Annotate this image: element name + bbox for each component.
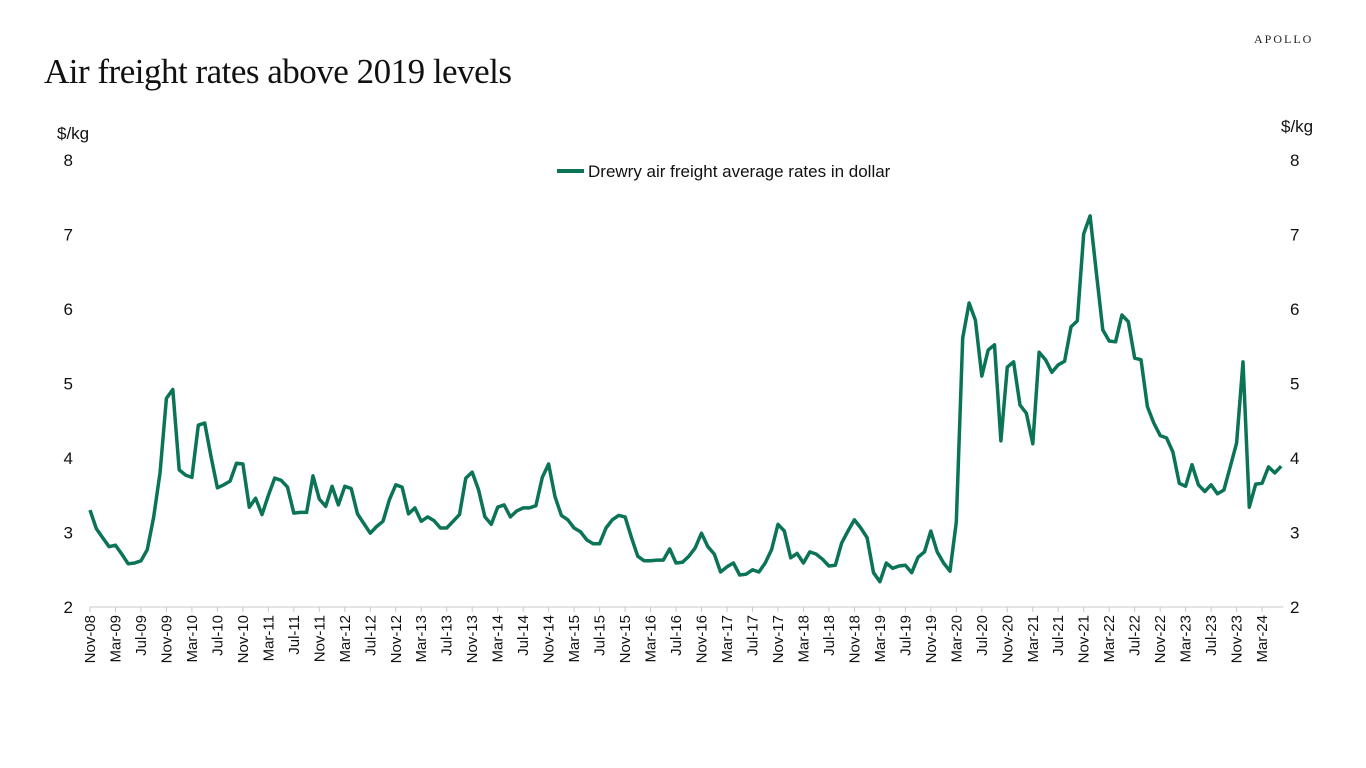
- x-tick-label: Mar-24: [1254, 615, 1271, 663]
- x-tick-label: Mar-23: [1178, 615, 1195, 663]
- x-tick-label: Nov-15: [617, 615, 634, 663]
- x-tick-label: Jul-11: [286, 615, 303, 655]
- x-tick-label: Nov-14: [541, 615, 558, 663]
- legend: Drewry air freight average rates in doll…: [557, 162, 891, 181]
- x-tick-label: Mar-21: [1025, 615, 1042, 663]
- x-tick-label: Mar-17: [719, 615, 736, 663]
- x-tick-label: Nov-09: [158, 615, 175, 663]
- x-tick-label: Nov-10: [235, 615, 252, 663]
- x-tick-label: Mar-19: [872, 615, 889, 663]
- x-tick-label: Nov-19: [923, 615, 940, 663]
- x-tick-label: Mar-09: [107, 615, 124, 663]
- x-tick-label: Mar-22: [1101, 615, 1118, 663]
- y-tick-label-right: 3: [1290, 524, 1299, 543]
- y-tick-label-left: 2: [64, 598, 73, 617]
- x-tick-label: Jul-13: [439, 615, 456, 656]
- y-tick-label-right: 6: [1290, 300, 1299, 319]
- y-tick-label-right: 2: [1290, 598, 1299, 617]
- y-tick-label-right: 7: [1290, 226, 1299, 245]
- x-tick-label: Jul-10: [209, 615, 226, 656]
- x-tick-label: Mar-20: [948, 615, 965, 663]
- apollo-logo: APOLLO: [1254, 32, 1314, 46]
- x-tick-label: Nov-18: [846, 615, 863, 663]
- y-axis-right: 2 3 4 5 6 7 8: [1290, 151, 1299, 617]
- x-tick-label: Mar-12: [337, 615, 354, 663]
- x-tick-label: Jul-23: [1203, 615, 1220, 656]
- y-tick-label-right: 4: [1290, 449, 1299, 468]
- x-tick-label: Nov-12: [388, 615, 405, 663]
- page-title: Air freight rates above 2019 levels: [44, 52, 512, 91]
- x-tick-label: Jul-17: [744, 615, 761, 656]
- x-tick-label: Mar-16: [643, 615, 660, 663]
- x-tick-label: Nov-20: [999, 615, 1016, 663]
- x-tick-label: Jul-22: [1127, 615, 1144, 656]
- x-tick-label: Jul-09: [133, 615, 150, 656]
- series-line-drewry-air-freight: [88, 214, 1283, 584]
- x-tick-label: Mar-11: [260, 615, 277, 661]
- x-tick-label: Nov-22: [1152, 615, 1169, 663]
- y-axis-label-right: $/kg: [1281, 117, 1313, 136]
- x-tick-label: Mar-10: [184, 615, 201, 663]
- y-tick-label-right: 5: [1290, 375, 1299, 394]
- x-tick-label: Jul-12: [362, 615, 379, 656]
- x-axis: Nov-08 Mar-09 Jul-09 Nov-09 Mar-10 Jul-10 Nov-…: [82, 606, 1284, 663]
- y-tick-label-left: 3: [64, 524, 73, 543]
- x-tick-label: Mar-18: [795, 615, 812, 663]
- x-tick-label: Jul-20: [974, 615, 991, 656]
- x-tick-label: Nov-23: [1229, 615, 1246, 663]
- y-axis-left: 2 3 4 5 6 7 8: [64, 151, 73, 617]
- x-tick-label: Jul-21: [1050, 615, 1067, 656]
- x-tick-label: Jul-14: [515, 615, 532, 656]
- x-tick-label: Nov-08: [82, 615, 99, 663]
- x-tick-label: Mar-14: [490, 615, 507, 663]
- y-axis-label-left: $/kg: [57, 124, 89, 143]
- x-tick-label: Mar-15: [566, 615, 583, 663]
- legend-label: Drewry air freight average rates in doll…: [588, 162, 891, 181]
- x-tick-label: Jul-19: [897, 615, 914, 656]
- y-tick-label-left: 7: [64, 226, 73, 245]
- x-tick-label: Mar-13: [413, 615, 430, 663]
- x-tick-label: Nov-16: [694, 615, 711, 663]
- x-tick-label: Nov-11: [311, 615, 328, 662]
- x-tick-label: Jul-18: [821, 615, 838, 656]
- y-tick-label-left: 8: [64, 151, 73, 170]
- x-tick-label: Nov-21: [1076, 615, 1093, 663]
- y-tick-label-left: 4: [64, 449, 73, 468]
- y-tick-label-left: 6: [64, 300, 73, 319]
- y-tick-label-right: 8: [1290, 151, 1299, 170]
- x-tick-label: Jul-15: [592, 615, 609, 656]
- x-tick-label: Nov-13: [464, 615, 481, 663]
- y-tick-label-left: 5: [64, 375, 73, 394]
- x-tick-label: Nov-17: [770, 615, 787, 663]
- x-tick-label: Jul-16: [668, 615, 685, 656]
